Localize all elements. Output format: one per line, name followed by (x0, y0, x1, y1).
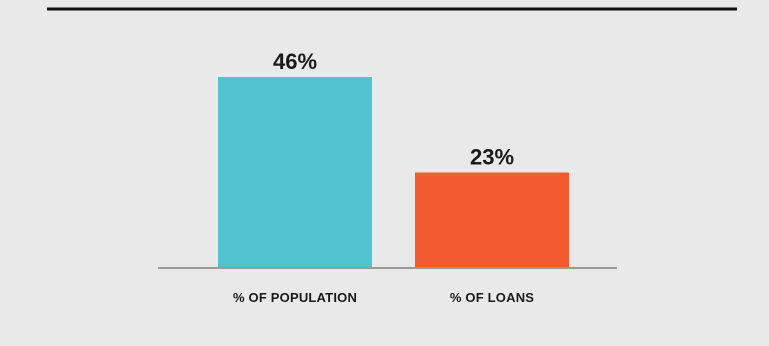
bar-value-label-1: 46% (273, 49, 317, 74)
bar-2 (415, 172, 569, 268)
bars-group (218, 77, 569, 268)
bar-1 (218, 77, 372, 268)
labels-group: 46% % OF POPULATION 23% % OF LOANS (233, 49, 534, 305)
bar-value-label-2: 23% (470, 145, 514, 170)
category-label-1: % OF POPULATION (233, 290, 357, 305)
category-label-2: % OF LOANS (450, 290, 534, 305)
